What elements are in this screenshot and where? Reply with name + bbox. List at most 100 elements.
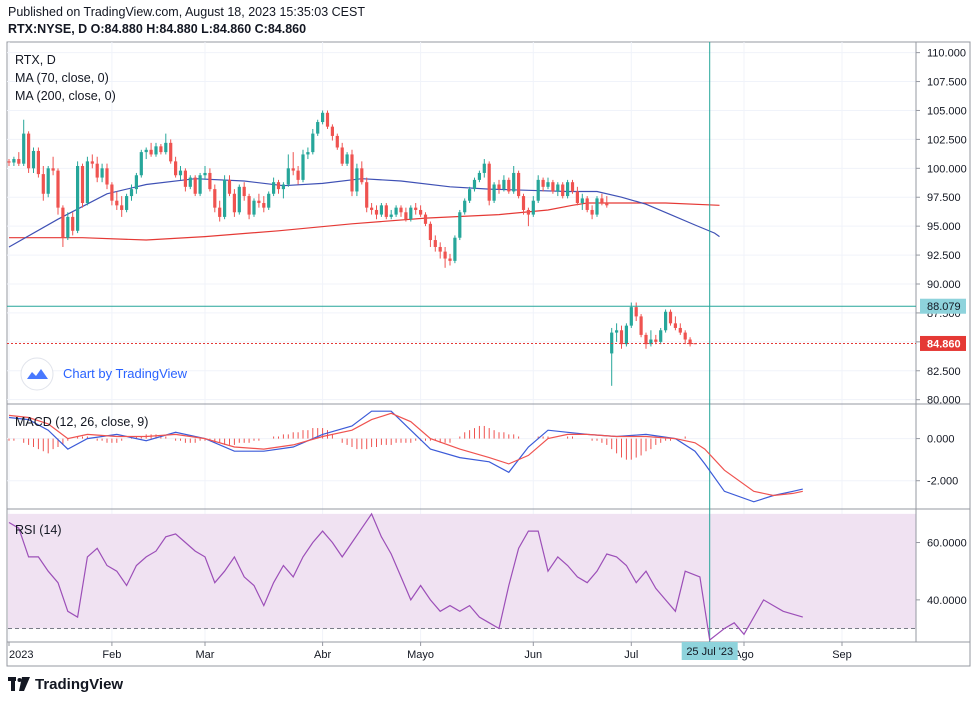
candle bbox=[536, 175, 540, 204]
candle bbox=[556, 182, 560, 197]
candle bbox=[419, 205, 423, 217]
candle bbox=[512, 166, 516, 194]
macd-line bbox=[8, 410, 803, 503]
candle bbox=[659, 327, 663, 345]
candle bbox=[325, 110, 330, 129]
candle bbox=[321, 110, 325, 125]
candle bbox=[125, 193, 129, 213]
candle bbox=[619, 325, 624, 349]
ohlc-header: RTX:NYSE, D O:84.880 H:84.880 L:84.860 C… bbox=[8, 22, 307, 36]
candle bbox=[688, 337, 692, 347]
candle bbox=[370, 203, 374, 215]
ma70-line bbox=[8, 178, 720, 248]
candle bbox=[272, 177, 276, 197]
candle bbox=[90, 154, 94, 169]
candle bbox=[477, 170, 481, 183]
candles bbox=[7, 110, 697, 386]
candle bbox=[649, 330, 653, 347]
candle bbox=[350, 149, 354, 197]
svg-text:25 Jul '23: 25 Jul '23 bbox=[686, 646, 733, 658]
candle bbox=[31, 147, 36, 173]
legend-ma70: MA (70, close, 0) bbox=[15, 71, 109, 85]
candle bbox=[188, 175, 192, 190]
candle bbox=[281, 182, 285, 199]
candle bbox=[164, 133, 168, 155]
price-tick-label: 95.000 bbox=[927, 221, 961, 233]
last-price-label: 84.860 bbox=[920, 335, 966, 351]
candle bbox=[213, 184, 217, 213]
time-tick-label: Mayo bbox=[407, 649, 434, 661]
candle bbox=[193, 175, 197, 197]
brand-text: TradingView bbox=[35, 675, 124, 693]
candle bbox=[7, 159, 11, 166]
svg-text:84.860: 84.860 bbox=[927, 338, 961, 350]
candle bbox=[487, 161, 491, 206]
candle bbox=[570, 179, 575, 194]
candle bbox=[517, 170, 521, 199]
candle bbox=[399, 205, 403, 217]
price-tick-label: 82.500 bbox=[927, 366, 961, 378]
candle bbox=[678, 323, 682, 335]
candle bbox=[502, 175, 506, 192]
rsi-tick-label: 40.0000 bbox=[927, 595, 967, 607]
candle bbox=[561, 182, 565, 199]
candle bbox=[414, 203, 418, 215]
candle bbox=[345, 152, 349, 166]
candle bbox=[80, 163, 85, 208]
candle bbox=[183, 168, 187, 192]
published-header: Published on TradingView.com, August 18,… bbox=[8, 5, 365, 19]
candle bbox=[355, 163, 359, 197]
candle bbox=[169, 139, 173, 164]
candle bbox=[242, 182, 246, 201]
candle bbox=[639, 314, 643, 338]
candle bbox=[149, 142, 153, 157]
candle bbox=[404, 207, 408, 222]
candle bbox=[316, 119, 320, 136]
candle bbox=[541, 177, 545, 192]
time-tick-label: Mar bbox=[196, 649, 215, 661]
candle bbox=[409, 205, 413, 222]
candle bbox=[139, 149, 143, 178]
time-tick-label: Jul bbox=[624, 649, 638, 661]
candle bbox=[590, 205, 594, 220]
time-tick-label: Jun bbox=[524, 649, 542, 661]
candle bbox=[276, 179, 281, 194]
candle bbox=[291, 152, 295, 176]
candle bbox=[120, 196, 124, 217]
candle bbox=[223, 175, 227, 220]
candle bbox=[507, 177, 511, 194]
macd-tick-label: 0.000 bbox=[927, 434, 955, 446]
candle bbox=[208, 168, 212, 192]
time-tick-label: Abr bbox=[314, 649, 331, 661]
candle bbox=[129, 184, 134, 201]
candle bbox=[668, 309, 673, 326]
candle bbox=[105, 163, 109, 190]
rsi-tick-label: 60.0000 bbox=[927, 538, 967, 550]
candle bbox=[600, 193, 604, 206]
candle bbox=[360, 161, 364, 185]
svg-text:88.079: 88.079 bbox=[927, 301, 961, 313]
candle bbox=[27, 131, 31, 173]
candle bbox=[41, 166, 45, 201]
tradingview-logo-icon bbox=[8, 677, 30, 691]
candle bbox=[365, 177, 369, 213]
macd-tick-label: -2.000 bbox=[927, 476, 958, 488]
candle bbox=[629, 302, 633, 328]
candle bbox=[433, 235, 437, 252]
candle bbox=[605, 196, 609, 208]
candle bbox=[463, 198, 467, 215]
candle bbox=[267, 191, 271, 210]
price-tick-label: 110.000 bbox=[927, 48, 966, 60]
candle bbox=[12, 156, 16, 166]
price-tick-label: 80.000 bbox=[927, 395, 961, 407]
candle bbox=[335, 133, 339, 150]
candle bbox=[374, 205, 379, 220]
candle bbox=[301, 149, 305, 183]
rsi-line bbox=[8, 512, 803, 642]
candle bbox=[624, 323, 628, 347]
legend-ma200: MA (200, close, 0) bbox=[15, 89, 116, 103]
candle bbox=[575, 186, 579, 206]
signal-line bbox=[8, 412, 803, 497]
candle bbox=[17, 152, 21, 166]
